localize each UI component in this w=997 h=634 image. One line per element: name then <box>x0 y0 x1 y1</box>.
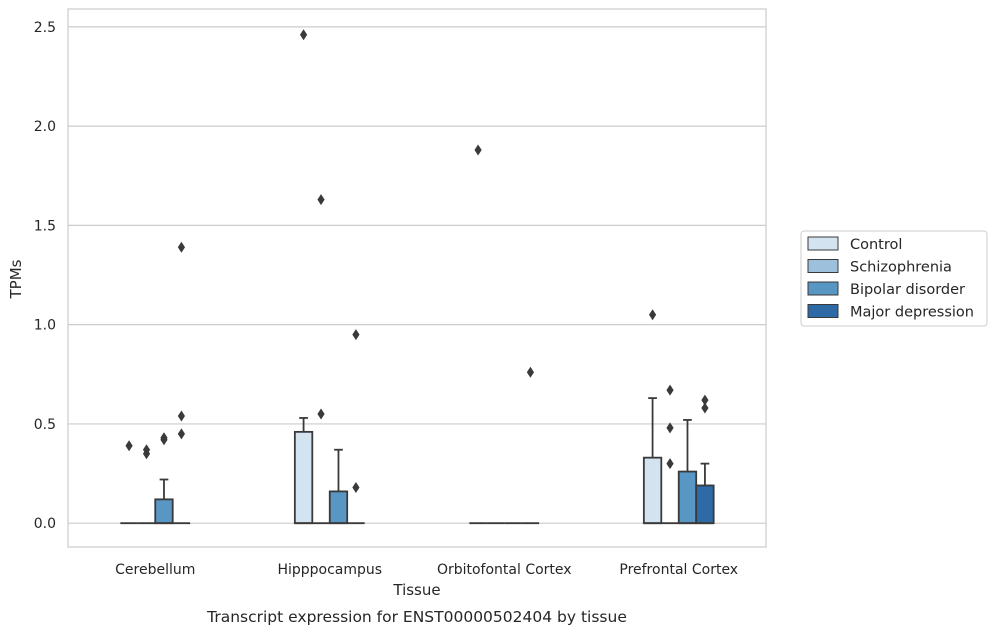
outlier-point <box>648 309 657 321</box>
x-axis-label: Tissue <box>392 581 440 599</box>
outlier-point <box>701 394 709 406</box>
box-control <box>293 417 314 525</box>
outlier-point <box>352 329 360 341</box>
legend-label: Bipolar disorder <box>850 282 965 298</box>
x-tick-label: Hipppocampus <box>277 562 382 578</box>
legend-frame <box>800 230 988 327</box>
box-major-depression <box>695 462 715 525</box>
y-axis-label: TPMs <box>7 259 25 299</box>
outliers <box>125 29 709 493</box>
y-tick-label: 1.5 <box>34 218 56 234</box>
outlier-point <box>317 408 325 420</box>
box-body <box>695 484 715 525</box>
chart-caption: Transcript expression for ENST0000050240… <box>206 608 627 626</box>
outlier-point <box>177 410 186 422</box>
box-body <box>642 456 663 525</box>
outlier-point <box>177 241 186 253</box>
outlier-point <box>125 440 133 452</box>
box-bipolar-disorder <box>328 448 349 525</box>
legend-label: Control <box>850 237 902 253</box>
legend-swatch <box>807 236 839 251</box>
outlier-point <box>666 422 674 434</box>
y-tick-label: 2.0 <box>34 119 56 135</box>
box-body <box>677 470 698 525</box>
legend-swatch <box>807 259 839 273</box>
y-tick-label: 2.5 <box>34 20 56 36</box>
legend-label: Schizophrenia <box>850 260 952 276</box>
x-tick-label: Cerebellum <box>115 562 195 578</box>
box-body <box>328 490 349 525</box>
x-tick-label: Prefrontal Cortex <box>619 562 738 578</box>
outlier-point <box>474 144 482 156</box>
gridlines <box>68 26 766 524</box>
x-tick-labels: Cerebellum Hipppocampus Orbitofontal Corte… <box>115 562 738 578</box>
y-tick-label: 0.0 <box>34 516 56 532</box>
y-tick-label: 0.5 <box>34 417 56 433</box>
outlier-point <box>701 402 709 414</box>
legend-swatch <box>807 304 839 318</box>
outlier-point <box>142 444 151 456</box>
outlier-point <box>526 366 535 378</box>
box-bipolar-disorder <box>677 419 698 525</box>
box-control <box>642 397 663 525</box>
outlier-point <box>299 29 308 41</box>
outlier-point <box>666 458 674 470</box>
y-tick-label: 1.0 <box>34 318 56 334</box>
legend-swatch <box>807 281 839 296</box>
x-tick-label: Orbitofontal Cortex <box>437 562 572 578</box>
box-bipolar-disorder <box>154 478 174 525</box>
outlier-point <box>317 194 325 206</box>
box-body <box>293 430 314 525</box>
legend-label: Major depression <box>850 305 974 321</box>
outlier-point <box>160 432 168 444</box>
y-tick-labels: 0.0 0.5 1.0 1.5 2.0 2.5 <box>34 20 56 532</box>
box-body <box>154 498 174 525</box>
outlier-point <box>666 384 674 396</box>
legend: Control Schizophrenia Bipolar disorder Majo… <box>800 230 988 327</box>
boxes <box>120 397 715 525</box>
plot-area-frame <box>67 8 767 548</box>
outlier-point <box>177 428 186 440</box>
outlier-point <box>352 481 360 493</box>
